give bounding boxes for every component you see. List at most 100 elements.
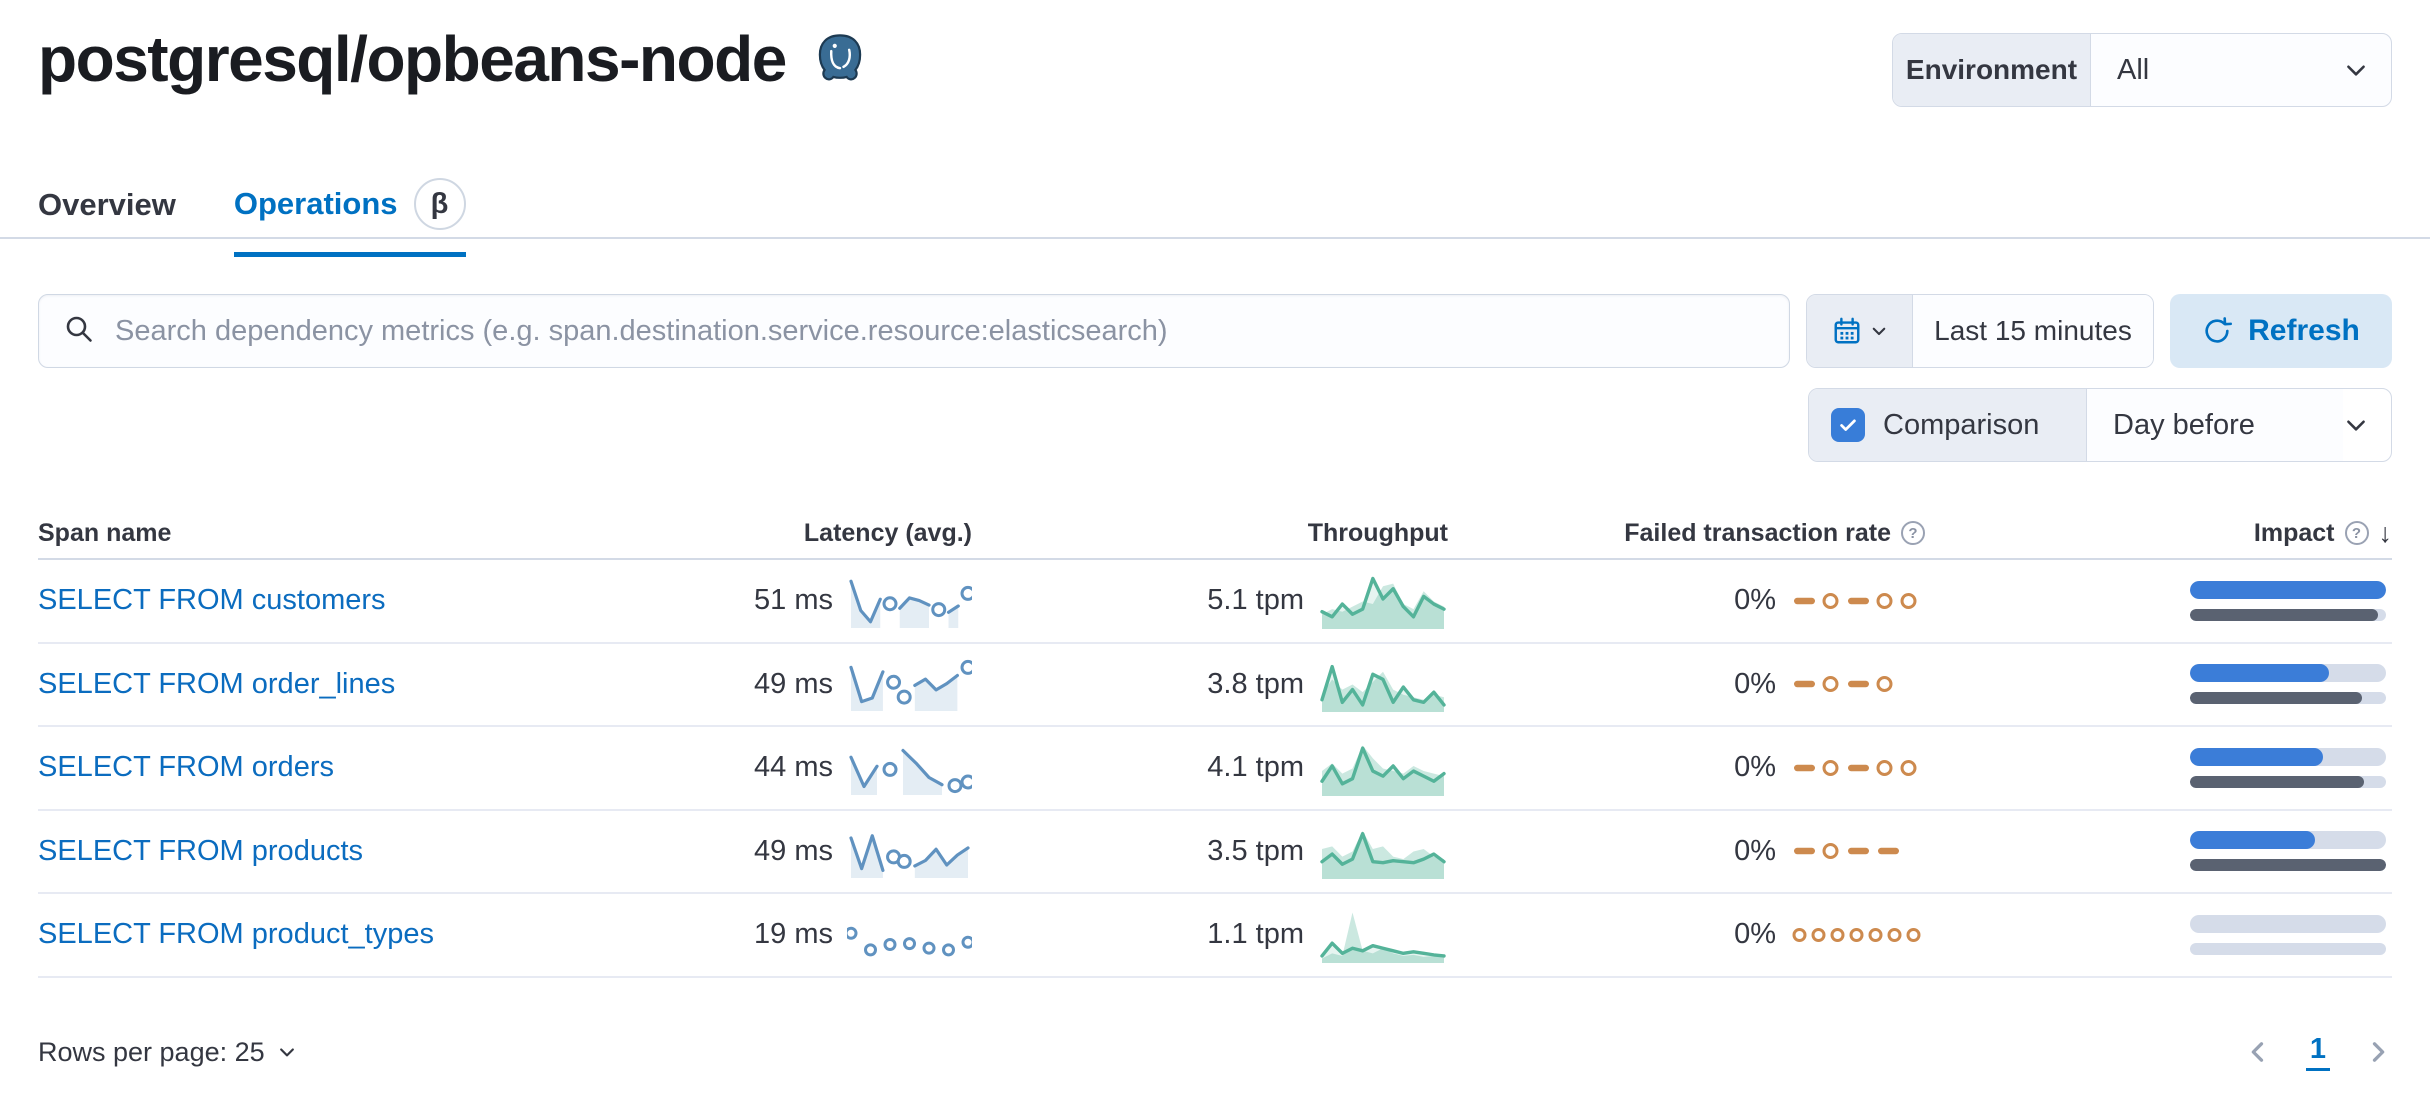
check-icon [1840,419,1856,431]
latency-value: 51 ms [754,584,833,617]
span-name-cell: SELECT FROM product_types [38,918,652,951]
col-header-failed-rate[interactable]: Failed transaction rate [1448,519,1925,548]
throughput-sparkline [1320,745,1446,796]
latency-sparkline [849,660,972,712]
rows-per-page-button[interactable]: Rows per page: 25 [38,1037,297,1068]
chevron-down-icon [1872,327,1885,336]
impact-cell [1925,664,2392,705]
span-name-cell: SELECT FROM products [38,835,652,868]
throughput-cell: 3.8 tpm [972,655,1448,713]
span-name-link[interactable]: SELECT FROM order_lines [38,667,396,700]
time-range-menu-button[interactable] [1807,295,1913,367]
impact-bar-current [2190,831,2316,850]
latency-cell: 49 ms [652,823,972,879]
latency-value: 49 ms [754,834,833,867]
time-range-picker[interactable]: Last 15 minutes [1806,294,2154,368]
throughput-value: 1.1 tpm [1207,918,1304,951]
chevron-down-icon [2343,389,2391,461]
latency-value: 44 ms [754,751,833,784]
next-page-button[interactable] [2364,1038,2392,1066]
search-placeholder: Search dependency metrics (e.g. span.des… [115,314,1168,347]
throughput-value: 5.1 tpm [1207,584,1304,617]
col-header-label: Impact [2253,518,2335,547]
throughput-sparkline [1320,912,1446,963]
search-input[interactable]: Search dependency metrics (e.g. span.des… [38,294,1790,368]
comparison-prepend: Comparison [1809,389,2087,461]
refresh-button[interactable]: Refresh [2170,294,2392,368]
latency-cell: 51 ms [652,573,972,629]
table-footer: Rows per page: 25 1 [38,1022,2392,1082]
latency-value: 49 ms [754,667,833,700]
search-icon [63,313,95,350]
environment-value: All [2117,53,2150,86]
failed-rate-cell: 0% [1448,664,1925,704]
tab-label: Operations [233,186,398,221]
refresh-icon [2205,317,2233,343]
impact-bar-previous [2190,775,2365,788]
throughput-cell: 3.5 tpm [972,822,1448,880]
previous-page-button[interactable] [2244,1038,2272,1066]
tab-overview[interactable]: Overview [38,178,176,254]
tab-bar: Overview Operations β [38,178,466,257]
environment-filter[interactable]: Environment All [1892,33,2392,107]
col-header-span-name: Span name [38,519,652,548]
table-header-row: Span name Latency (avg.) Throughput Fail… [38,508,2392,560]
throughput-cell: 5.1 tpm [972,572,1448,630]
col-header-label: Span name [38,518,172,547]
span-name-link[interactable]: SELECT FROM product_types [38,918,434,951]
tab-label: Overview [38,186,176,222]
failed-rate-cell: 0% [1448,748,1925,788]
throughput-sparkline [1320,831,1446,880]
latency-sparkline [849,579,972,628]
impact-bar-previous [2190,859,2386,872]
failed-rate-value: 0% [1734,751,1776,784]
failed-rate-value: 0% [1734,834,1776,867]
latency-cell: 49 ms [652,656,972,712]
throughput-sparkline [1320,665,1446,713]
impact-cell [1925,831,2392,872]
span-name-link[interactable]: SELECT FROM customers [38,584,386,617]
operations-table: Span name Latency (avg.) Throughput Fail… [38,508,2392,978]
col-header-label: Throughput [1307,518,1448,547]
span-name-cell: SELECT FROM orders [38,751,652,784]
failed-rate-sparkline [1794,676,1893,693]
failed-rate-sparkline [1794,843,1899,860]
beta-badge: β [413,178,466,230]
comparison-select[interactable]: Day before [2087,389,2343,461]
chevron-left-icon [2251,1042,2263,1062]
failed-rate-value: 0% [1734,667,1776,700]
sort-desc-icon [2379,518,2393,549]
col-header-impact[interactable]: Impact [1925,518,2392,549]
rows-per-page-label: Rows per page: 25 [38,1036,265,1067]
col-header-latency[interactable]: Latency (avg.) [652,519,972,548]
comparison-checkbox[interactable] [1831,408,1865,442]
table-row: SELECT FROM customers 51 ms 5.1 tpm 0% [38,560,2392,644]
latency-sparkline [849,748,972,795]
table-row: SELECT FROM orders 44 ms 4.1 tpm 0% [38,727,2392,811]
chevron-down-icon [279,1048,294,1057]
table-row: SELECT FROM order_lines 49 ms 3.8 tpm 0% [38,644,2392,727]
chevron-down-icon [2343,34,2391,106]
table-body: SELECT FROM customers 51 ms 5.1 tpm 0% S… [38,560,2392,978]
latency-cell: 44 ms [652,740,972,796]
col-header-label: Latency (avg.) [803,518,972,547]
failed-rate-sparkline [1794,592,1917,609]
impact-bar-current [2190,747,2324,766]
span-name-cell: SELECT FROM customers [38,584,652,617]
impact-bar-current [2190,580,2386,599]
chevron-right-icon [2372,1042,2385,1062]
col-header-throughput[interactable]: Throughput [972,519,1448,548]
page-number[interactable]: 1 [2305,1033,2330,1071]
tab-operations[interactable]: Operations β [233,178,466,257]
comparison-control: Comparison Day before [1808,388,2392,462]
comparison-label: Comparison [1883,408,2040,441]
impact-cell [1925,747,2392,788]
impact-cell [1925,914,2392,955]
span-name-link[interactable]: SELECT FROM orders [38,751,334,784]
time-range-value[interactable]: Last 15 minutes [1913,295,2153,367]
environment-label: Environment [1893,34,2091,106]
span-name-link[interactable]: SELECT FROM products [38,834,364,867]
col-header-label: Failed transaction rate [1624,518,1891,547]
latency-cell: 19 ms [652,907,972,963]
